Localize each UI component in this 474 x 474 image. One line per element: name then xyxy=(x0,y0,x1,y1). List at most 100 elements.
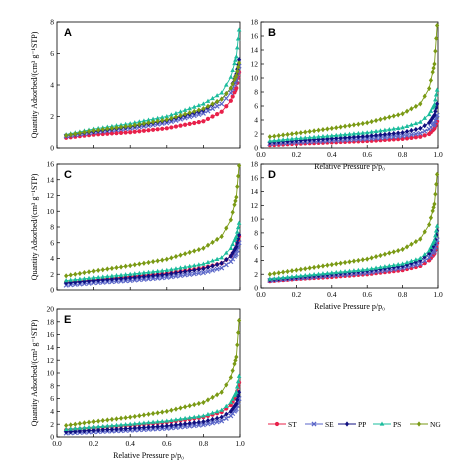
data-point xyxy=(210,263,215,269)
data-point xyxy=(433,228,439,233)
data-point xyxy=(95,274,101,280)
data-point xyxy=(160,423,165,429)
data-point xyxy=(64,422,69,429)
data-point xyxy=(173,114,179,120)
data-point xyxy=(234,54,239,59)
data-point xyxy=(191,263,197,268)
data-point xyxy=(219,260,224,266)
data-point xyxy=(413,262,419,268)
data-point xyxy=(294,267,299,273)
data-point xyxy=(146,273,151,279)
legend-marker xyxy=(344,421,350,427)
data-point xyxy=(427,250,432,257)
data-point xyxy=(118,275,124,282)
data-point xyxy=(132,262,137,268)
data-point xyxy=(82,270,87,276)
legend-item-ng: NG xyxy=(410,420,441,429)
legend-item-se: SE xyxy=(305,420,334,429)
data-point xyxy=(205,397,211,403)
data-point xyxy=(183,251,188,257)
data-point xyxy=(312,264,317,270)
y-tick-label: 18 xyxy=(251,160,259,169)
data-point xyxy=(219,109,224,114)
data-point xyxy=(294,130,299,136)
data-point xyxy=(182,107,188,112)
data-point xyxy=(338,135,343,141)
data-point xyxy=(173,273,179,279)
data-point xyxy=(422,128,428,134)
data-point xyxy=(329,133,335,138)
x-axis-title: Relative Pressure p/p₀ xyxy=(314,162,385,171)
x-tick-label: 0.8 xyxy=(199,439,209,448)
data-point xyxy=(433,97,438,102)
y-tick-label: 4 xyxy=(50,407,54,416)
data-point xyxy=(210,416,215,423)
data-point xyxy=(114,416,119,422)
data-point xyxy=(196,400,201,407)
data-point xyxy=(146,424,151,430)
data-point xyxy=(169,270,174,277)
data-point xyxy=(141,118,147,123)
data-point xyxy=(114,273,119,278)
data-point xyxy=(63,426,69,431)
data-point xyxy=(214,409,220,414)
data-point xyxy=(417,119,423,124)
y-tick-label: 0 xyxy=(254,144,258,153)
data-point xyxy=(369,129,374,134)
data-point xyxy=(150,410,156,417)
data-point xyxy=(351,268,357,273)
panel-d: 0 2 4 6 8 10 12 14 16 18 0.0 0.2 0.4 0.6 0.8 1.0 D Relati… xyxy=(251,160,443,311)
x-tick-label: 1.0 xyxy=(235,439,245,448)
data-point xyxy=(312,128,317,134)
data-point xyxy=(105,417,110,423)
data-point xyxy=(219,389,224,395)
data-point xyxy=(369,119,374,125)
data-point xyxy=(164,267,170,272)
x-axis-title: Relative Pressure p/p₀ xyxy=(113,451,184,460)
legend-marker xyxy=(274,421,280,427)
data-point xyxy=(219,265,225,271)
data-point xyxy=(137,129,142,134)
data-point xyxy=(235,36,241,41)
data-point xyxy=(404,108,410,114)
data-point xyxy=(432,102,437,107)
data-point xyxy=(347,131,352,136)
data-point xyxy=(215,392,220,398)
data-point xyxy=(187,121,192,126)
data-point xyxy=(160,409,165,415)
data-point xyxy=(234,194,239,200)
data-point xyxy=(236,373,242,378)
data-point xyxy=(150,127,156,132)
data-point xyxy=(82,276,87,281)
data-point xyxy=(230,396,235,401)
data-point xyxy=(391,262,397,267)
data-point xyxy=(146,269,151,274)
data-point xyxy=(118,422,124,427)
y-tick-label: 2 xyxy=(50,420,54,429)
data-point xyxy=(96,267,101,274)
data-point xyxy=(210,95,215,101)
data-point xyxy=(428,244,434,250)
data-point xyxy=(82,129,87,135)
data-point xyxy=(91,419,96,425)
series-ng xyxy=(64,317,242,429)
data-point xyxy=(409,127,414,134)
data-point xyxy=(173,266,179,271)
data-point xyxy=(230,241,235,247)
data-point xyxy=(430,69,435,75)
x-tick-label: 0.2 xyxy=(89,439,99,448)
data-point xyxy=(351,134,357,140)
data-point xyxy=(114,276,119,282)
legend-item-st: ST xyxy=(268,420,297,429)
data-point xyxy=(196,112,202,118)
panels-layer: 0 2 4 6 8 A Quantity Adsorbed/(cm³ g⁻¹STP) 0 2 4 6… xyxy=(30,18,443,460)
data-point xyxy=(387,131,392,137)
data-point xyxy=(105,131,110,136)
data-point xyxy=(294,136,299,141)
data-point xyxy=(109,416,114,423)
y-tick-label: 2 xyxy=(50,270,54,279)
data-point xyxy=(86,424,92,430)
data-point xyxy=(123,415,128,421)
data-point xyxy=(417,255,423,261)
data-point xyxy=(183,122,188,127)
